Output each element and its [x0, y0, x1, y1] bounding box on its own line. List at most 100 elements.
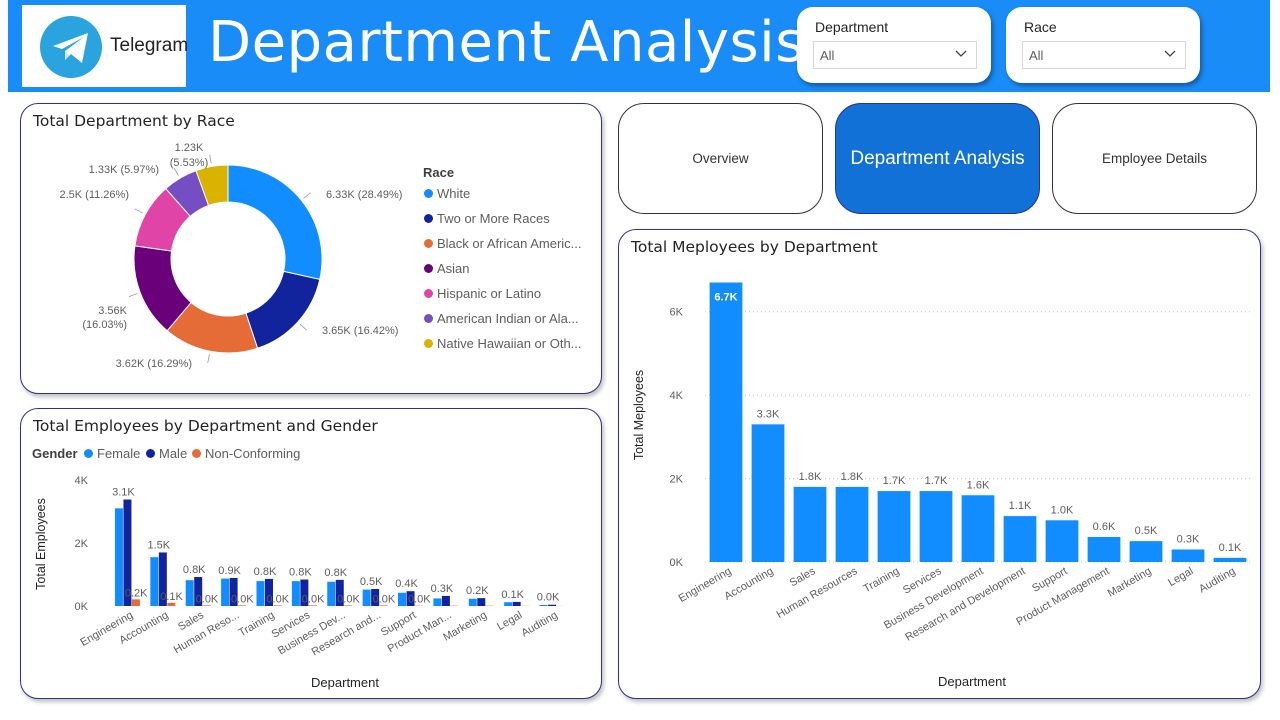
gender-bar[interactable] [150, 557, 159, 606]
x-tick-label: Auditing [519, 609, 559, 639]
donut-data-label: 3.56K [98, 305, 127, 317]
department-bar[interactable] [919, 491, 953, 562]
x-tick-label: Engineering [677, 565, 734, 605]
legend-dot-icon [192, 449, 201, 458]
department-bar[interactable] [1003, 516, 1037, 562]
race-legend-label: White [437, 186, 471, 201]
gender-bar[interactable] [362, 589, 371, 606]
gender-bar[interactable] [238, 605, 247, 606]
department-bar[interactable] [1171, 549, 1205, 562]
gender-legend-item[interactable]: Non-Conforming [192, 446, 300, 461]
department-data-label: 1.7K [883, 475, 906, 487]
gender-bar[interactable] [548, 604, 557, 606]
gender-bar[interactable] [308, 605, 317, 606]
department-bar[interactable] [877, 491, 911, 562]
legend-dot-icon [84, 449, 93, 458]
race-legend-item[interactable]: Black or African Americ... [424, 236, 582, 251]
gender-nc-label: 0.0K [408, 594, 431, 606]
donut-data-label: (5.53%) [170, 157, 209, 169]
race-legend-item[interactable]: Asian [424, 261, 470, 276]
y-tick-label: 2K [75, 538, 89, 550]
department-analysis-button[interactable]: Department Analysis [835, 103, 1040, 214]
department-data-label: 0.3K [1177, 533, 1200, 545]
gender-chart-card: Total Employees by Department and Gender… [20, 408, 602, 699]
race-dropdown[interactable]: All [1022, 41, 1186, 69]
gender-bar[interactable] [273, 605, 282, 606]
department-bar[interactable] [835, 486, 869, 562]
gender-bar[interactable] [335, 579, 344, 606]
race-legend-item[interactable]: American Indian or Ala... [424, 311, 579, 326]
department-chart-card: Total Meployees by Department 0K 2K 4K 6K To… [618, 229, 1261, 699]
department-bar[interactable] [1129, 541, 1163, 562]
race-legend-item[interactable]: Native Hawaiian or Oth... [424, 336, 582, 351]
race-legend-label: American Indian or Ala... [437, 311, 579, 326]
overview-button[interactable]: Overview [618, 103, 823, 214]
donut-data-label: 6.33K (28.49%) [326, 189, 402, 201]
race-donut-title: Total Department by Race [33, 112, 235, 130]
race-legend-label: Two or More Races [437, 211, 550, 226]
donut-data-label: (16.03%) [82, 319, 127, 331]
y-tick-label: 2K [670, 474, 684, 486]
department-bar[interactable] [1087, 536, 1121, 562]
department-chart-title: Total Meployees by Department [631, 238, 878, 256]
gender-bar[interactable] [512, 601, 521, 606]
gender-bar[interactable] [468, 598, 477, 606]
gender-legend-item[interactable]: Male [146, 446, 187, 461]
gender-bar[interactable] [131, 599, 140, 606]
department-dropdown[interactable]: All [813, 41, 977, 69]
gender-bar[interactable] [229, 577, 238, 606]
gender-nc-label: 0.0K [337, 593, 360, 605]
x-tick-label: Training [861, 565, 901, 595]
gender-bar[interactable] [185, 580, 194, 606]
gender-bar[interactable] [379, 605, 388, 606]
donut-slice[interactable] [195, 164, 229, 207]
gender-bar[interactable] [167, 602, 176, 606]
donut-slice[interactable] [245, 270, 321, 349]
department-bar[interactable] [751, 424, 785, 562]
x-tick-label: Training [237, 609, 277, 639]
gender-data-label: 3.1K [112, 487, 135, 499]
donut-leader-line [303, 192, 311, 199]
department-bar[interactable] [961, 495, 995, 562]
department-bar[interactable] [709, 282, 743, 562]
gender-nc-label: 0.0K [373, 593, 396, 605]
gender-bar[interactable] [539, 604, 548, 606]
gender-bar[interactable] [158, 552, 167, 606]
donut-slice[interactable] [227, 164, 323, 281]
gender-bar[interactable] [256, 581, 265, 606]
gender-bar[interactable] [477, 598, 486, 606]
gender-bar[interactable] [406, 591, 415, 606]
x-tick-label: Sales [788, 565, 818, 589]
gender-legend-item[interactable]: Female [84, 446, 140, 461]
department-bar[interactable] [793, 486, 827, 562]
gender-bar[interactable] [504, 602, 513, 606]
race-legend-label: Hispanic or Latino [437, 286, 542, 301]
gender-bar[interactable] [300, 579, 309, 606]
gender-bar[interactable] [202, 605, 211, 606]
x-tick-label: Legal [1166, 565, 1195, 589]
race-slicer: Race All [1006, 7, 1200, 83]
gender-bar[interactable] [433, 598, 442, 606]
gender-bar[interactable] [344, 605, 353, 606]
x-tick-label: Marketing [1106, 565, 1154, 600]
gender-bar[interactable] [123, 499, 132, 606]
gender-bar[interactable] [291, 581, 300, 606]
donut-leader-line [128, 293, 138, 298]
department-bar[interactable] [1213, 557, 1247, 562]
department-bar[interactable] [1045, 520, 1079, 562]
gender-bar[interactable] [194, 577, 203, 606]
legend-dot-icon [424, 339, 433, 348]
gender-bar[interactable] [114, 508, 123, 606]
gender-legend-label: Male [159, 446, 188, 461]
gender-bar[interactable] [371, 588, 380, 606]
gender-bar[interactable] [398, 592, 407, 606]
gender-bar[interactable] [264, 578, 273, 606]
gender-bar[interactable] [221, 578, 230, 606]
race-legend-item[interactable]: White [424, 186, 470, 201]
gender-bar[interactable] [327, 581, 336, 606]
employee-details-button[interactable]: Employee Details [1052, 103, 1257, 214]
gender-bar[interactable] [441, 595, 450, 606]
race-legend-item[interactable]: Hispanic or Latino [424, 286, 541, 301]
race-legend-item[interactable]: Two or More Races [424, 211, 550, 226]
